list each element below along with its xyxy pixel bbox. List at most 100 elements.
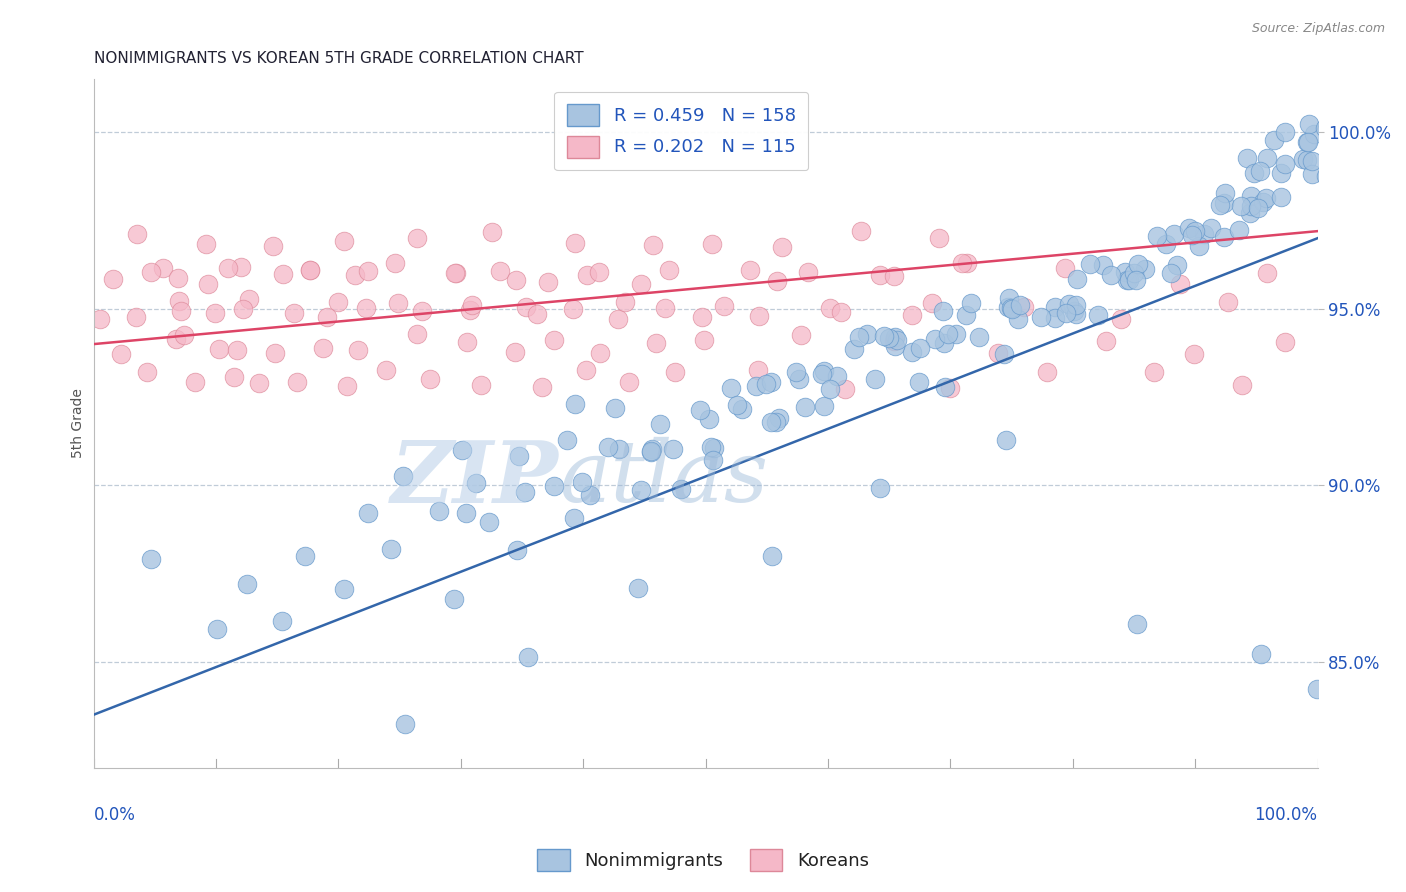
Point xyxy=(1274,157,1296,171)
Point xyxy=(1000,301,1022,315)
Point xyxy=(406,327,429,342)
Point xyxy=(842,342,865,356)
Point xyxy=(939,381,962,395)
Point xyxy=(883,269,905,284)
Point xyxy=(1270,190,1292,204)
Point xyxy=(1239,206,1261,220)
Point xyxy=(785,365,807,379)
Point xyxy=(380,541,402,556)
Point xyxy=(294,549,316,563)
Point xyxy=(443,591,465,606)
Point xyxy=(955,256,977,270)
Point xyxy=(1213,186,1236,201)
Point xyxy=(405,231,427,245)
Point xyxy=(1256,151,1278,165)
Point xyxy=(1099,268,1122,282)
Point xyxy=(197,277,219,291)
Point xyxy=(755,376,778,391)
Point xyxy=(1182,347,1205,361)
Point xyxy=(125,310,148,325)
Point xyxy=(877,331,900,345)
Point xyxy=(312,341,335,355)
Point xyxy=(886,333,908,347)
Point xyxy=(557,434,579,448)
Point xyxy=(1181,227,1204,242)
Point xyxy=(562,302,585,317)
Point xyxy=(848,330,870,344)
Point xyxy=(298,262,321,277)
Point xyxy=(222,370,245,384)
Point xyxy=(614,295,637,310)
Point xyxy=(664,365,686,379)
Point xyxy=(516,650,538,665)
Point xyxy=(703,441,725,455)
Point xyxy=(770,239,793,253)
Point xyxy=(950,256,973,270)
Point xyxy=(579,488,602,502)
Point xyxy=(936,326,959,341)
Point xyxy=(1298,118,1320,132)
Point xyxy=(515,300,537,314)
Point xyxy=(825,368,848,383)
Point xyxy=(204,306,226,320)
Point xyxy=(451,443,474,458)
Point xyxy=(603,401,626,415)
Point xyxy=(928,231,950,245)
Point xyxy=(225,343,247,357)
Point xyxy=(697,411,720,425)
Point xyxy=(139,552,162,566)
Point xyxy=(883,334,905,349)
Point xyxy=(333,582,356,596)
Point xyxy=(1118,273,1140,287)
Point xyxy=(643,237,665,252)
Point xyxy=(184,375,207,389)
Point xyxy=(1168,277,1191,291)
Point xyxy=(1184,224,1206,238)
Point xyxy=(152,260,174,275)
Point xyxy=(1236,152,1258,166)
Point xyxy=(1087,309,1109,323)
Point xyxy=(454,507,477,521)
Point xyxy=(530,380,553,394)
Point xyxy=(1296,135,1319,149)
Point xyxy=(645,336,668,351)
Point xyxy=(997,292,1019,306)
Point xyxy=(489,263,512,277)
Point xyxy=(456,335,478,350)
Point xyxy=(759,415,782,429)
Point xyxy=(1133,262,1156,277)
Point xyxy=(336,378,359,392)
Point xyxy=(562,511,585,525)
Point xyxy=(1063,303,1085,318)
Point xyxy=(1143,365,1166,379)
Point xyxy=(945,327,967,342)
Point xyxy=(617,375,640,389)
Point xyxy=(1296,153,1319,168)
Point xyxy=(830,305,852,319)
Point xyxy=(543,478,565,492)
Text: NONIMMIGRANTS VS KOREAN 5TH GRADE CORRELATION CHART: NONIMMIGRANTS VS KOREAN 5TH GRADE CORREL… xyxy=(94,51,583,66)
Point xyxy=(995,434,1018,448)
Text: Source: ZipAtlas.com: Source: ZipAtlas.com xyxy=(1251,22,1385,36)
Point xyxy=(748,309,770,323)
Point xyxy=(205,622,228,636)
Point xyxy=(1209,198,1232,212)
Point xyxy=(1188,238,1211,252)
Point xyxy=(589,346,612,360)
Point xyxy=(231,260,253,274)
Point xyxy=(1126,257,1149,271)
Point xyxy=(270,614,292,628)
Point xyxy=(139,265,162,279)
Point xyxy=(1270,165,1292,179)
Point xyxy=(702,453,724,467)
Point xyxy=(1064,298,1087,312)
Point xyxy=(247,376,270,390)
Point xyxy=(588,265,610,279)
Point xyxy=(465,476,488,491)
Point xyxy=(1114,264,1136,278)
Point xyxy=(856,326,879,341)
Point xyxy=(347,343,370,357)
Point xyxy=(470,378,492,392)
Point xyxy=(173,328,195,343)
Point xyxy=(298,262,321,277)
